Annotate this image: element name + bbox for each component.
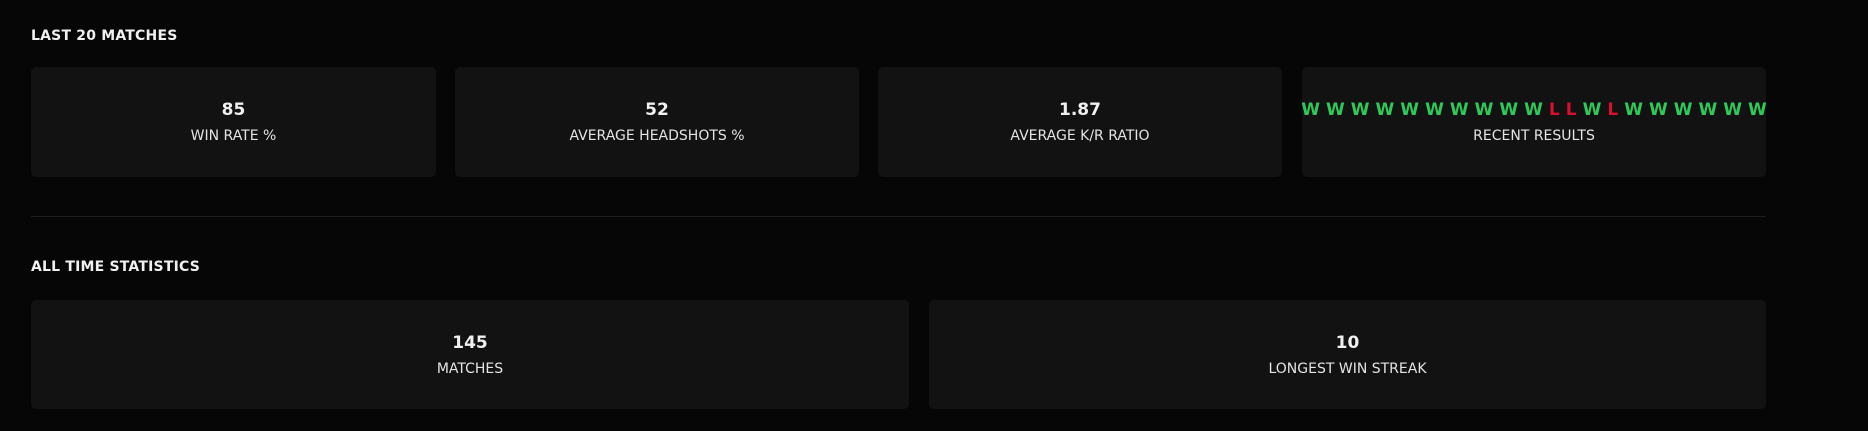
result-win: W (1698, 100, 1718, 120)
result-win: W (1624, 100, 1643, 120)
result-win: W (1400, 100, 1420, 120)
result-win: W (1301, 100, 1320, 120)
stat-card-kr-ratio: 1.87 AVERAGE K/R RATIO (878, 67, 1282, 177)
result-win: W (1449, 100, 1469, 120)
stat-value: 10 (1335, 332, 1360, 353)
section-title-all-time: ALL TIME STATISTICS (31, 259, 200, 275)
stat-card-win-rate: 85 WIN RATE % (31, 67, 436, 177)
result-win: W (1648, 100, 1668, 120)
stat-value: 52 (645, 100, 669, 120)
result-win: W (1582, 100, 1602, 120)
result-win: W (1723, 100, 1743, 120)
result-loss: L (1548, 100, 1560, 120)
stat-label: LONGEST WIN STREAK (1268, 360, 1427, 377)
result-win: W (1499, 100, 1519, 120)
result-win: W (1375, 100, 1395, 120)
stat-value: 85 (221, 100, 246, 120)
result-win: W (1748, 100, 1767, 120)
result-loss: L (1565, 100, 1577, 120)
stat-card-longest-win-streak: 10 LONGEST WIN STREAK (929, 300, 1766, 409)
section-title-last-20: LAST 20 MATCHES (31, 28, 178, 44)
stat-card-headshots: 52 AVERAGE HEADSHOTS % (455, 67, 859, 177)
stat-value: 1.87 (1059, 100, 1101, 120)
result-win: W (1524, 100, 1543, 120)
stat-label: AVERAGE HEADSHOTS % (569, 128, 745, 144)
section-divider (31, 216, 1766, 217)
result-win: W (1673, 100, 1693, 120)
stat-label: WIN RATE % (190, 128, 277, 144)
result-loss: L (1607, 100, 1619, 120)
result-win: W (1425, 100, 1444, 120)
result-win: W (1350, 100, 1370, 120)
result-win: W (1326, 100, 1345, 120)
stat-label: MATCHES (436, 360, 504, 377)
stat-card-matches: 145 MATCHES (31, 300, 909, 409)
stat-label: AVERAGE K/R RATIO (1010, 128, 1150, 144)
stat-label: RECENT RESULTS (1473, 128, 1595, 144)
stat-value: 145 (452, 332, 488, 353)
result-win: W (1474, 100, 1494, 120)
